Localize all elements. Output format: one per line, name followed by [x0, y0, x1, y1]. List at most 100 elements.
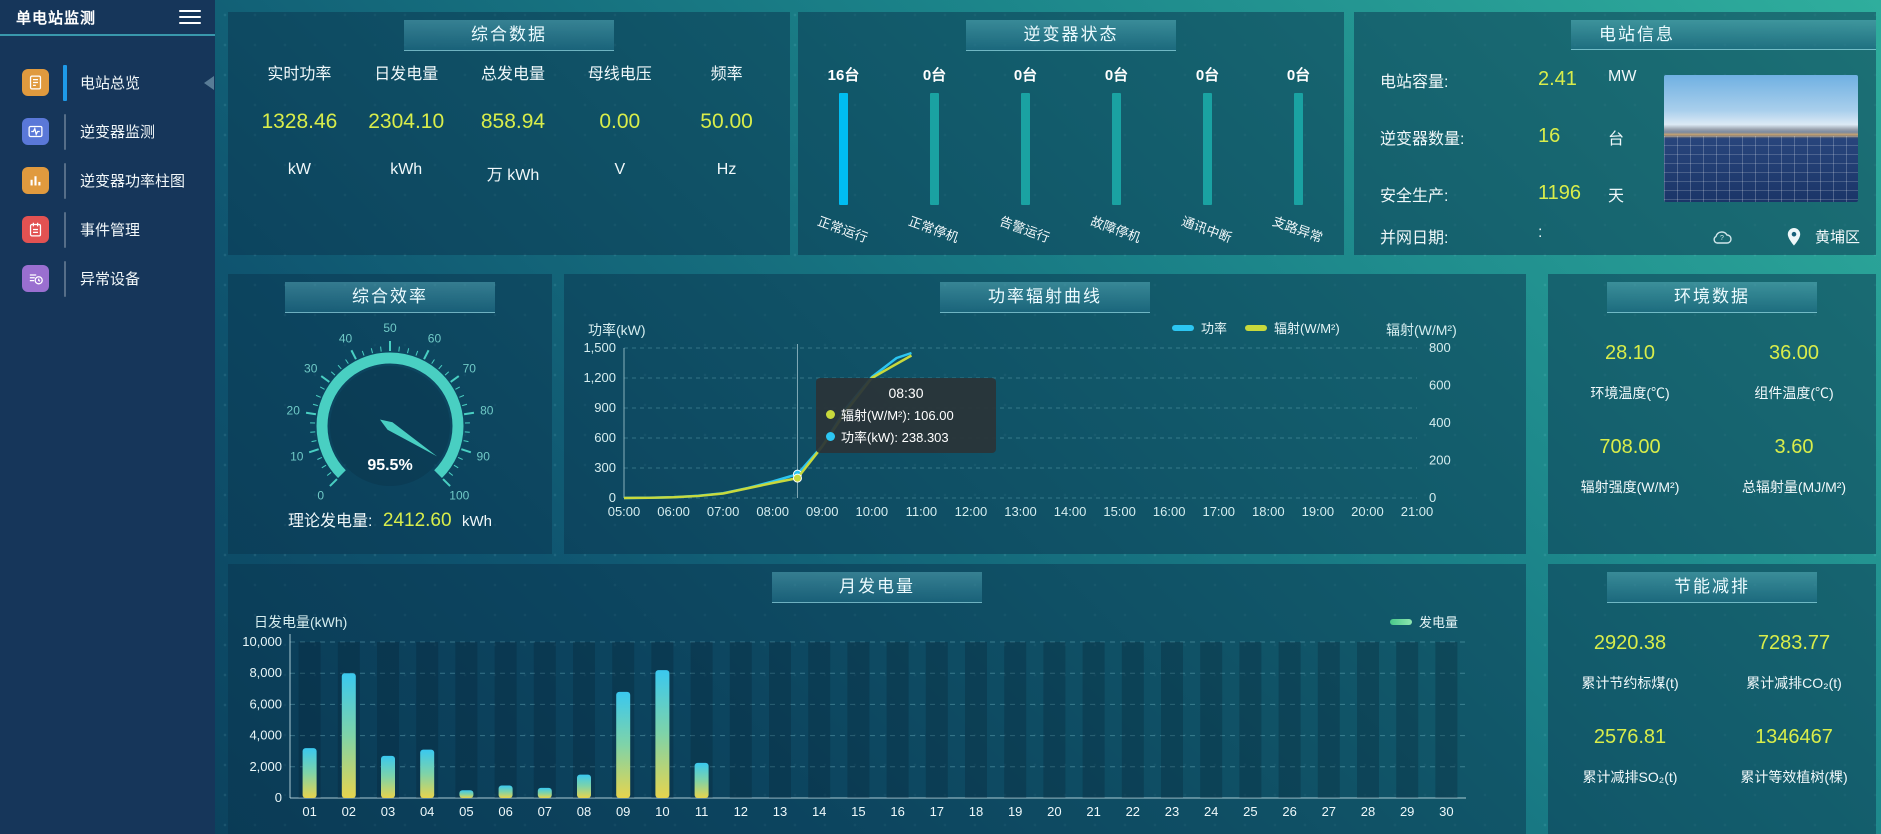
hamburger-menu-icon[interactable]	[179, 6, 201, 28]
svg-text:4,000: 4,000	[249, 728, 282, 743]
stat-unit: V	[614, 161, 626, 178]
inverter-status-bars: 16台 正常运行 0台 正常停机 0台 告警运行 0台 故障停机 0台 通讯中断…	[798, 12, 1344, 245]
legend-item[interactable]: 辐射(W/M²)	[1245, 318, 1340, 337]
svg-text:16: 16	[890, 804, 904, 819]
svg-text:0: 0	[317, 488, 324, 502]
panel-summary: 综合数据 实时功率 1328.46 kW 日发电量 2304.10 kWh 总发…	[228, 12, 790, 255]
sidebar-item-abnormal-devices[interactable]: 异常设备	[0, 254, 215, 303]
svg-text:07:00: 07:00	[707, 504, 740, 519]
svg-text:600: 600	[1429, 378, 1451, 393]
station-location: 黄埔区	[1814, 229, 1860, 246]
metric-cell: 2920.38 累计节约标煤(t)	[1548, 632, 1712, 712]
svg-text:17:00: 17:00	[1202, 504, 1235, 519]
svg-text:13: 13	[773, 804, 787, 819]
metric-label: 累计减排CO₂(t)	[1746, 675, 1842, 691]
inverter-bar	[1294, 93, 1303, 205]
svg-text:02: 02	[342, 804, 356, 819]
menu-divider	[64, 260, 66, 297]
svg-text:12:00: 12:00	[955, 504, 988, 519]
svg-text:19:00: 19:00	[1302, 504, 1335, 519]
sidebar-item-event-management[interactable]: 事件管理	[0, 205, 215, 254]
legend-marker	[1245, 324, 1268, 331]
inverter-bar	[1021, 93, 1030, 205]
inverter-state-label: 故障停机	[1089, 213, 1144, 246]
svg-text:09: 09	[616, 804, 630, 819]
summary-stat: 频率 50.00 Hz	[673, 60, 780, 185]
svg-text:1,500: 1,500	[583, 340, 616, 355]
stat-label: 母线电压	[587, 66, 652, 83]
tooltip-row: 功率(kW): 238.303	[826, 427, 986, 446]
power-radiation-chart: 1,500 1,200 900 600 300 0 800 600 400 200 0 05:00 06…	[564, 274, 1526, 554]
legend-item-generation[interactable]: 发电量	[1390, 612, 1458, 631]
svg-text:29: 29	[1400, 804, 1414, 819]
inverter-bar	[930, 93, 939, 205]
sidebar-item-label: 电站总览	[80, 75, 141, 92]
legend-label: 辐射(W/M²)	[1274, 321, 1340, 336]
waveform-monitor-icon	[22, 118, 49, 145]
efficiency-gauge: 0 10 20 30 40 50 60 70 80 90 100 95.5%	[228, 274, 552, 554]
svg-text:10: 10	[655, 804, 669, 819]
stat-label: 日发电量	[374, 66, 439, 83]
svg-text:18:00: 18:00	[1252, 504, 1285, 519]
svg-text:6,000: 6,000	[249, 696, 282, 711]
sidebar: 单电站监测 电站总览 逆变器监测 逆变器功率柱图 事件管理 异常设备	[0, 0, 215, 834]
svg-text:600: 600	[594, 430, 616, 445]
svg-text:18: 18	[969, 804, 983, 819]
inverter-bar	[1203, 93, 1212, 205]
inverter-count: 0台	[922, 67, 947, 84]
menu-divider	[64, 162, 66, 199]
inverter-status-column: 0台 通讯中断	[1162, 64, 1253, 245]
summary-stat: 总发电量 858.94 万 kWh	[460, 60, 567, 185]
svg-text:10,000: 10,000	[242, 634, 282, 649]
station-row-label: 并网日期:	[1380, 230, 1449, 247]
metric-label: 辐射强度(W/M²)	[1580, 479, 1680, 495]
theory-energy-unit: kWh	[462, 513, 493, 530]
svg-text:05:00: 05:00	[608, 504, 641, 519]
panel-title-environment: 环境数据	[1607, 282, 1817, 313]
stat-unit: kW	[287, 161, 311, 178]
station-photo	[1664, 75, 1858, 202]
panel-environment: 环境数据 28.10 环境温度(℃) 36.00 组件温度(℃) 708.00 …	[1548, 274, 1876, 554]
svg-text:01: 01	[302, 804, 316, 819]
metric-cell: 3.60 总辐射量(MJ/M²)	[1712, 436, 1876, 516]
svg-text:11: 11	[695, 804, 709, 819]
generation-legend-marker	[1390, 618, 1412, 625]
svg-text:24: 24	[1204, 804, 1218, 819]
environment-grid: 28.10 环境温度(℃) 36.00 组件温度(℃) 708.00 辐射强度(…	[1548, 312, 1876, 554]
svg-text:21:00: 21:00	[1401, 504, 1434, 519]
svg-text:17: 17	[930, 804, 944, 819]
svg-text:25: 25	[1243, 804, 1257, 819]
panel-title-station-info: 电站信息	[1571, 20, 1876, 50]
svg-text:08: 08	[577, 804, 591, 819]
theory-energy-value: 2412.60	[382, 510, 452, 531]
svg-text:08:00: 08:00	[756, 504, 789, 519]
tooltip-row: 辐射(W/M²): 106.00	[826, 405, 986, 424]
sidebar-item-station-overview[interactable]: 电站总览	[0, 58, 215, 107]
station-row-value: 16	[1538, 125, 1561, 147]
sidebar-item-inverter-monitoring[interactable]: 逆变器监测	[0, 107, 215, 156]
inverter-status-column: 0台 正常停机	[889, 64, 980, 245]
monthly-axis-title: 日发电量(kWh)	[254, 614, 348, 630]
weather-cloud-icon: ?	[1711, 229, 1733, 244]
metric-cell: 7283.77 累计减排CO₂(t)	[1712, 632, 1876, 712]
summary-stat: 母线电压 0.00 V	[566, 60, 673, 185]
stat-value: 2304.10	[368, 110, 445, 133]
inverter-state-label: 正常停机	[907, 213, 962, 246]
tooltip-text: 辐射(W/M²): 106.00	[841, 408, 954, 423]
legend-item[interactable]: 功率	[1172, 318, 1227, 337]
theory-energy-label: 理论发电量:	[287, 513, 373, 530]
panel-efficiency: 综合效率 0 10 20 30 40 50 60 70 80 90 100 95.5% 理论发电量: …	[228, 274, 552, 554]
svg-text:30: 30	[1439, 804, 1453, 819]
sidebar-item-inverter-power-bars[interactable]: 逆变器功率柱图	[0, 156, 215, 205]
inverter-status-column: 0台 告警运行	[980, 64, 1071, 245]
panel-collapse-arrow[interactable]	[204, 76, 214, 90]
metric-value: 3.60	[1774, 436, 1814, 458]
metric-label: 组件温度(℃)	[1754, 385, 1834, 401]
metric-label: 累计节约标煤(t)	[1581, 675, 1679, 691]
tooltip-series-dot	[826, 410, 835, 419]
svg-text:23: 23	[1165, 804, 1179, 819]
svg-text:04: 04	[420, 804, 434, 819]
svg-text:2,000: 2,000	[249, 759, 282, 774]
metric-label: 环境温度(℃)	[1590, 385, 1670, 401]
